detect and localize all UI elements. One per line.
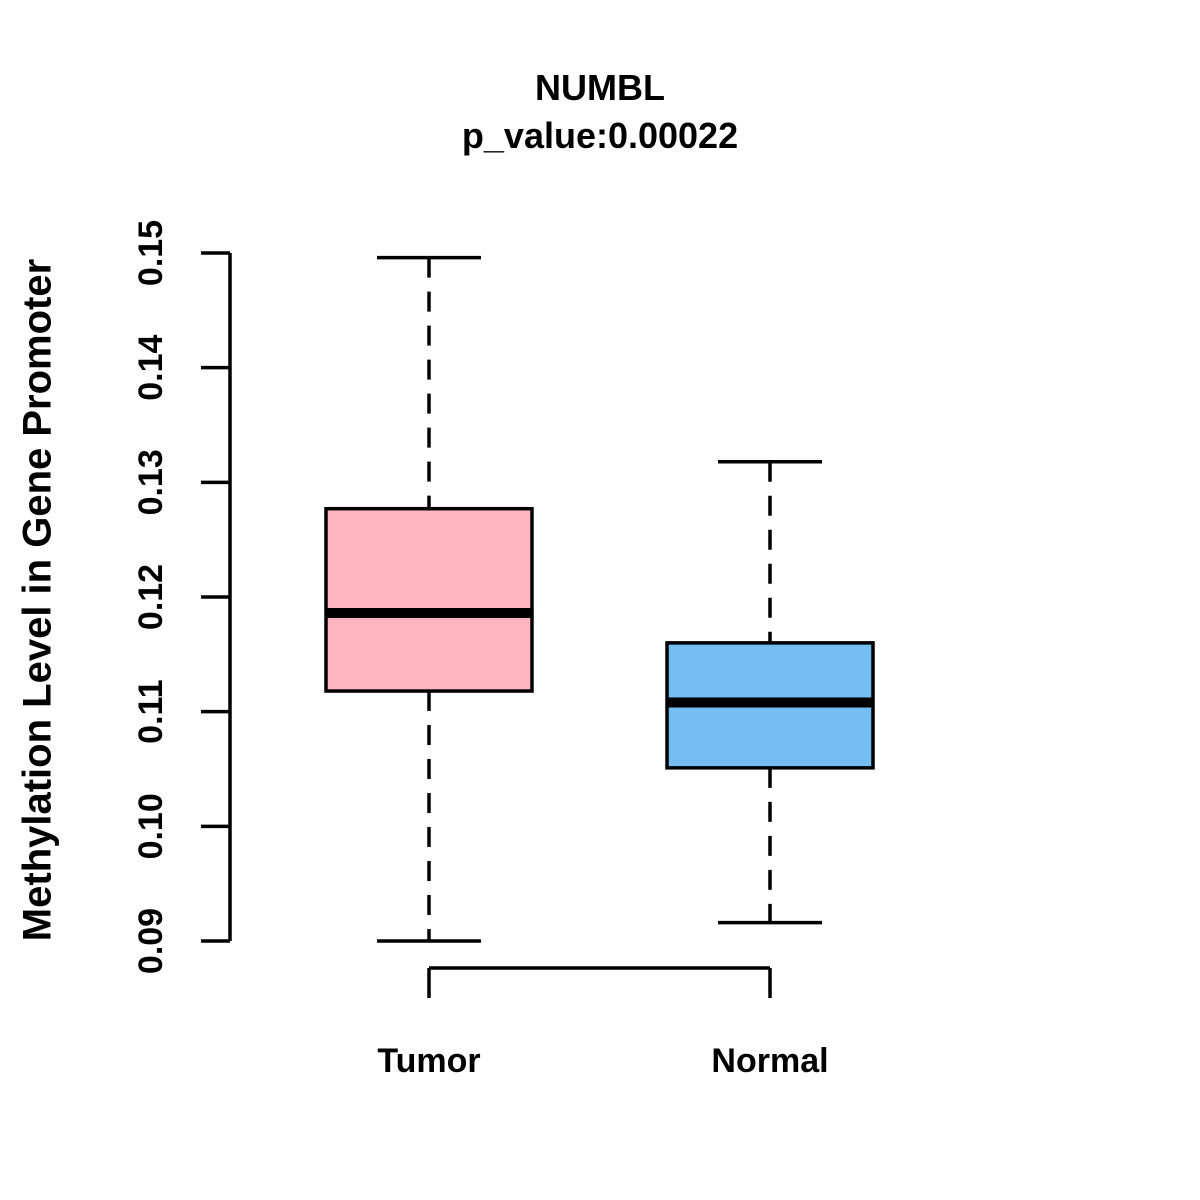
chart-title-block: NUMBL p_value:0.00022 <box>0 64 1200 160</box>
chart-title: NUMBL <box>535 67 665 108</box>
y-axis-tick-label: 0.09 <box>132 908 170 974</box>
y-axis-tick-label: 0.12 <box>132 564 170 630</box>
category-label-normal: Normal <box>711 1042 828 1080</box>
y-axis-tick-label: 0.13 <box>132 449 170 515</box>
y-axis-tick-label: 0.10 <box>132 793 170 859</box>
box-tumor <box>324 506 534 693</box>
y-axis-tick-label: 0.15 <box>132 220 170 286</box>
y-axis-tick-label: 0.14 <box>132 334 170 400</box>
chart-subtitle: p_value:0.00022 <box>461 115 739 156</box>
category-label-tumor: Tumor <box>377 1042 480 1080</box>
y-axis-tick-label: 0.11 <box>132 680 170 744</box>
